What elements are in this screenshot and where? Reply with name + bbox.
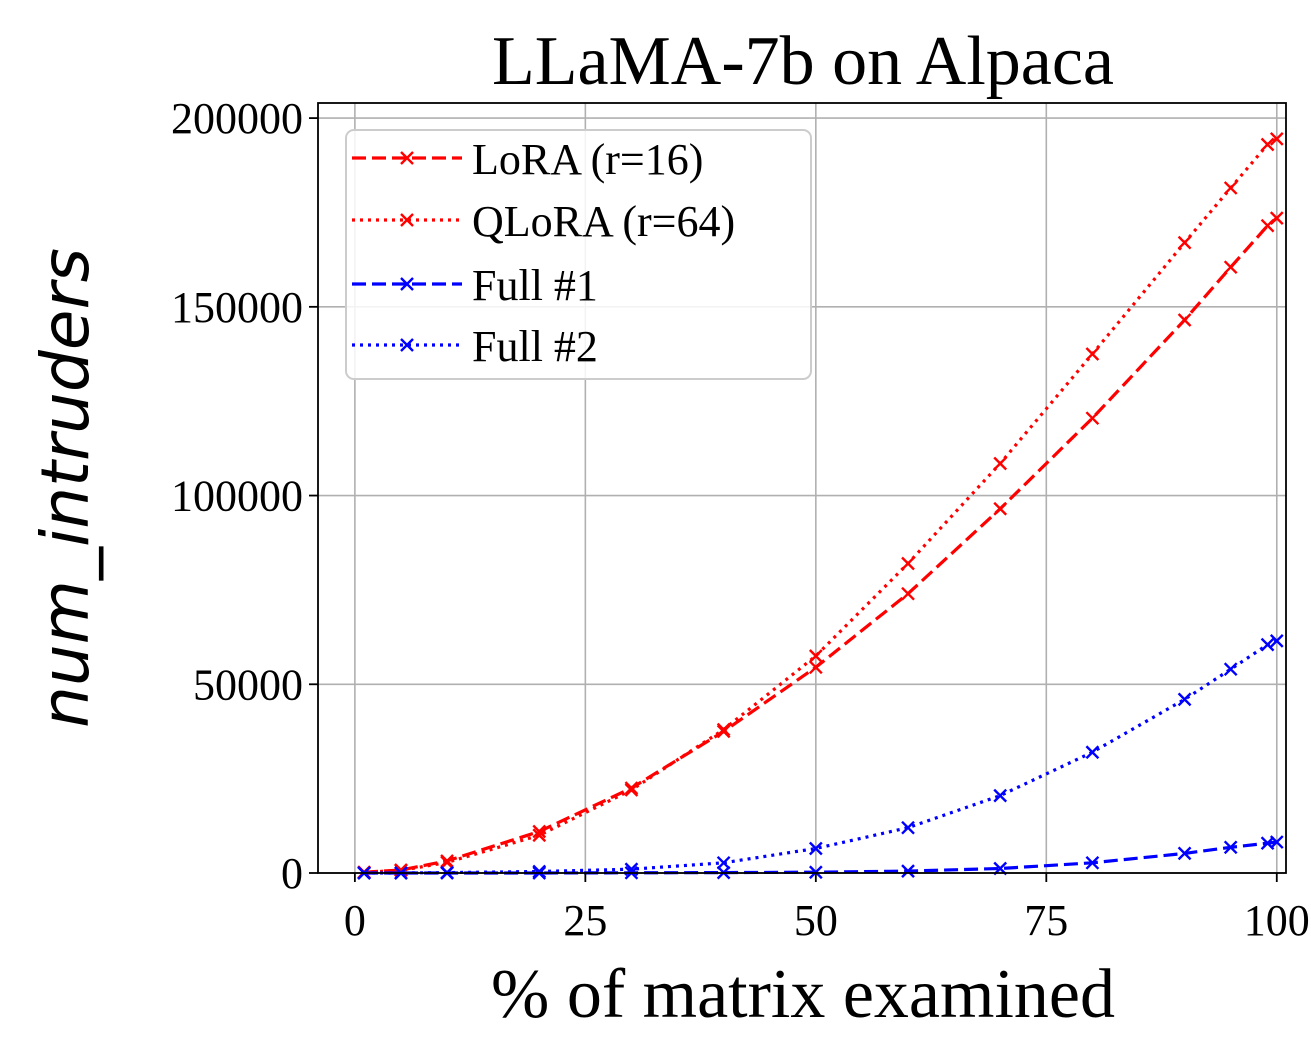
y-tick-label: 150000 <box>171 283 303 332</box>
data-point <box>716 722 731 737</box>
legend-label-full-1: Full #1 <box>472 261 598 310</box>
data-point <box>716 724 731 739</box>
y-axis-label: num_intruders <box>27 248 104 728</box>
legend-entry-qlora: QLoRA (r=64) <box>352 197 735 246</box>
data-point <box>1260 137 1275 152</box>
plot-frame <box>317 102 1287 874</box>
data-point <box>1269 211 1284 225</box>
legend-entry-full-2: Full #2 <box>352 322 598 371</box>
data-point <box>993 501 1008 516</box>
data-point <box>901 820 915 835</box>
data-point <box>1085 347 1100 361</box>
ticks-layer: 0 25 50 75 100 0 50000 100000 150000 200000 <box>171 94 1310 945</box>
data-point <box>1223 840 1238 855</box>
legend-marker-qlora <box>400 213 414 227</box>
y-tick-label: 50000 <box>193 660 303 709</box>
x-axis-label: % of matrix examined <box>491 956 1115 1033</box>
legend-entry-lora: LoRA (r=16) <box>352 135 703 184</box>
data-point <box>1177 235 1192 250</box>
legend-marker-lora <box>400 151 414 165</box>
x-tick-label: 25 <box>563 896 607 945</box>
data-point <box>1085 745 1100 760</box>
data-point <box>1085 855 1100 870</box>
legend-label-lora: LoRA (r=16) <box>472 135 703 184</box>
data-point <box>1177 846 1192 861</box>
data-point <box>808 841 823 856</box>
data-point <box>1269 634 1284 648</box>
legend: LoRA (r=16) QLoRA (r=64) Full #1 Full #2 <box>345 129 812 380</box>
data-point <box>532 824 547 839</box>
x-tick-label: 50 <box>794 896 838 945</box>
data-point <box>901 864 915 878</box>
data-point <box>1177 313 1192 327</box>
legend-entry-full-1: Full #1 <box>352 261 598 310</box>
data-point <box>1223 181 1238 195</box>
data-point <box>1223 662 1238 677</box>
data-point <box>808 649 823 663</box>
data-point <box>1223 260 1238 275</box>
data-point <box>624 781 639 795</box>
data-point <box>993 788 1008 803</box>
x-tick-label: 0 <box>344 896 366 945</box>
data-point <box>532 864 547 879</box>
data-point <box>624 783 639 797</box>
legend-label-qlora: QLoRA (r=64) <box>472 197 735 246</box>
y-tick-label: 0 <box>281 849 303 898</box>
data-point <box>901 556 915 571</box>
data-point <box>532 828 547 843</box>
data-point <box>440 855 454 870</box>
chart-title: LLaMA-7b on Alpaca <box>492 23 1114 100</box>
legend-box <box>345 129 812 380</box>
data-point <box>1260 637 1275 652</box>
data-point <box>1269 132 1284 146</box>
legend-marker-full-1 <box>400 277 414 291</box>
data-point <box>716 855 731 870</box>
data-point <box>993 456 1008 471</box>
data-point <box>808 660 823 675</box>
data-point <box>1085 411 1100 426</box>
series-line <box>364 639 1278 875</box>
legend-marker-full-2 <box>400 338 414 352</box>
data-point <box>1269 835 1284 849</box>
data-point <box>1177 692 1192 707</box>
x-tick-label: 75 <box>1024 896 1068 945</box>
y-tick-label: 100000 <box>171 472 303 521</box>
data-point <box>901 586 915 601</box>
y-tick-label: 200000 <box>171 94 303 143</box>
x-tick-label: 100 <box>1244 896 1310 945</box>
series-line <box>364 216 1278 874</box>
legend-label-full-2: Full #2 <box>472 322 598 371</box>
